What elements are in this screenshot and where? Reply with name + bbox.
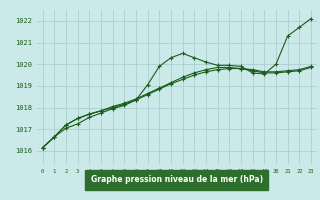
X-axis label: Graphe pression niveau de la mer (hPa): Graphe pression niveau de la mer (hPa)	[91, 175, 263, 184]
